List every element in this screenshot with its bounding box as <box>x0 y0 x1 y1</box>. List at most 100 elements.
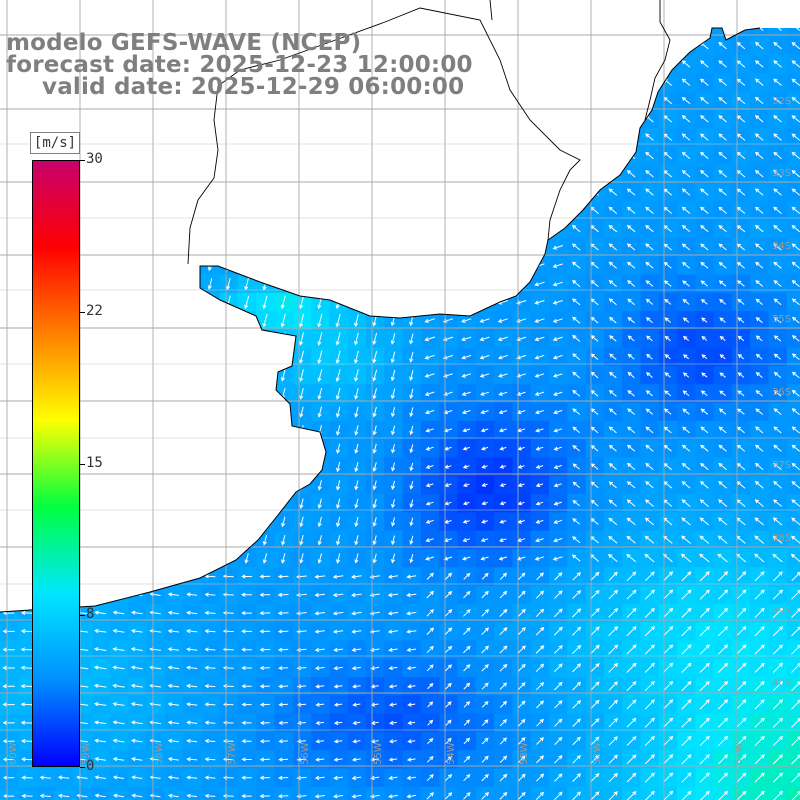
wind-arrow <box>130 628 143 634</box>
speed-cell <box>420 109 440 129</box>
wind-arrow <box>517 737 526 745</box>
speed-cell <box>750 28 770 38</box>
speed-cell <box>549 183 568 202</box>
wind-arrow <box>39 793 51 799</box>
wind-arrow <box>681 571 692 582</box>
wind-arrow <box>79 132 85 144</box>
speed-cell <box>677 36 696 56</box>
speed-cell <box>109 256 129 276</box>
wind-arrow <box>608 298 617 306</box>
speed-cell <box>384 164 404 184</box>
wind-arrow <box>552 318 563 323</box>
wind-arrow <box>204 683 216 689</box>
wind-arrow <box>663 408 672 415</box>
wind-arrow <box>2 702 15 707</box>
wind-arrow <box>791 408 800 416</box>
wind-arrow <box>791 78 800 86</box>
wind-arrow <box>791 680 800 692</box>
wind-arrow <box>262 516 268 528</box>
wind-arrow <box>352 739 361 744</box>
wind-arrow <box>427 701 434 708</box>
wind-arrow <box>608 96 618 105</box>
wind-arrow <box>462 464 470 469</box>
speed-cell <box>128 786 147 800</box>
wind-arrow <box>572 536 581 544</box>
wind-arrow <box>112 683 125 688</box>
wind-arrow <box>572 316 581 324</box>
wind-arrow <box>409 278 414 290</box>
lon-label: 59W <box>81 742 92 765</box>
wind-arrow <box>424 391 435 396</box>
wind-arrow <box>116 297 121 308</box>
speed-cell <box>439 292 459 312</box>
wind-arrow <box>134 534 139 546</box>
wind-arrow <box>664 354 671 360</box>
wind-arrow <box>153 242 158 253</box>
wind-arrow <box>755 280 764 287</box>
speed-cell <box>0 311 19 330</box>
wind-arrow <box>171 278 176 290</box>
wind-arrow <box>299 187 304 198</box>
colorbar-tick-label: 22 <box>86 302 103 319</box>
wind-arrow <box>461 391 471 396</box>
wind-arrow <box>626 243 636 251</box>
wind-arrow <box>407 739 416 744</box>
wind-arrow <box>387 592 399 598</box>
wind-arrow <box>772 735 784 747</box>
speed-cell <box>91 549 111 568</box>
wind-arrow <box>406 574 417 579</box>
wind-arrow <box>756 6 764 12</box>
wind-arrow <box>552 171 563 177</box>
wind-arrow <box>553 538 563 543</box>
wind-arrow <box>552 190 563 195</box>
wind-arrow <box>536 572 544 581</box>
wind-arrow <box>681 115 691 123</box>
speed-cell <box>183 164 202 184</box>
wind-arrow <box>699 481 709 489</box>
wind-arrow <box>79 534 85 546</box>
wind-arrow <box>479 318 490 323</box>
wind-arrow <box>754 717 765 728</box>
speed-cell <box>0 567 19 587</box>
speed-cell <box>18 786 38 800</box>
wind-arrow <box>354 296 359 309</box>
wind-arrow <box>336 187 341 198</box>
wind-arrow <box>61 114 66 125</box>
wind-arrow <box>6 187 11 198</box>
speed-cell <box>146 109 166 129</box>
wind-arrow <box>517 718 526 727</box>
wind-arrow <box>717 754 729 765</box>
wind-arrow <box>626 188 636 196</box>
speed-cell <box>0 512 19 532</box>
speed-cell <box>128 384 147 404</box>
wind-arrow <box>552 336 563 342</box>
wind-arrow <box>736 261 745 269</box>
wind-arrow <box>718 78 727 86</box>
wind-arrow <box>572 644 582 655</box>
speed-cell <box>0 786 19 800</box>
speed-cell <box>622 146 642 166</box>
speed-cell <box>585 91 605 111</box>
wind-arrow <box>479 135 490 140</box>
wind-arrow <box>24 351 30 363</box>
wind-arrow <box>608 261 618 269</box>
wind-arrow <box>535 483 544 488</box>
wind-arrow <box>791 316 800 324</box>
speed-cell <box>164 549 184 568</box>
speed-cell <box>329 201 349 221</box>
wind-arrow <box>627 371 635 379</box>
wind-arrow <box>336 516 341 528</box>
speed-cell <box>750 0 769 19</box>
wind-arrow <box>370 666 380 671</box>
speed-cell <box>384 201 404 221</box>
lat-label: 37S <box>772 460 791 471</box>
wind-arrow <box>409 499 414 509</box>
wind-arrow <box>354 314 359 328</box>
speed-cell <box>512 109 532 129</box>
wind-arrow <box>241 665 252 671</box>
wind-arrow <box>644 571 655 582</box>
wind-arrow <box>391 480 396 491</box>
wind-arrow <box>754 680 765 692</box>
speed-cell <box>329 146 349 166</box>
wind-arrow <box>171 114 176 125</box>
